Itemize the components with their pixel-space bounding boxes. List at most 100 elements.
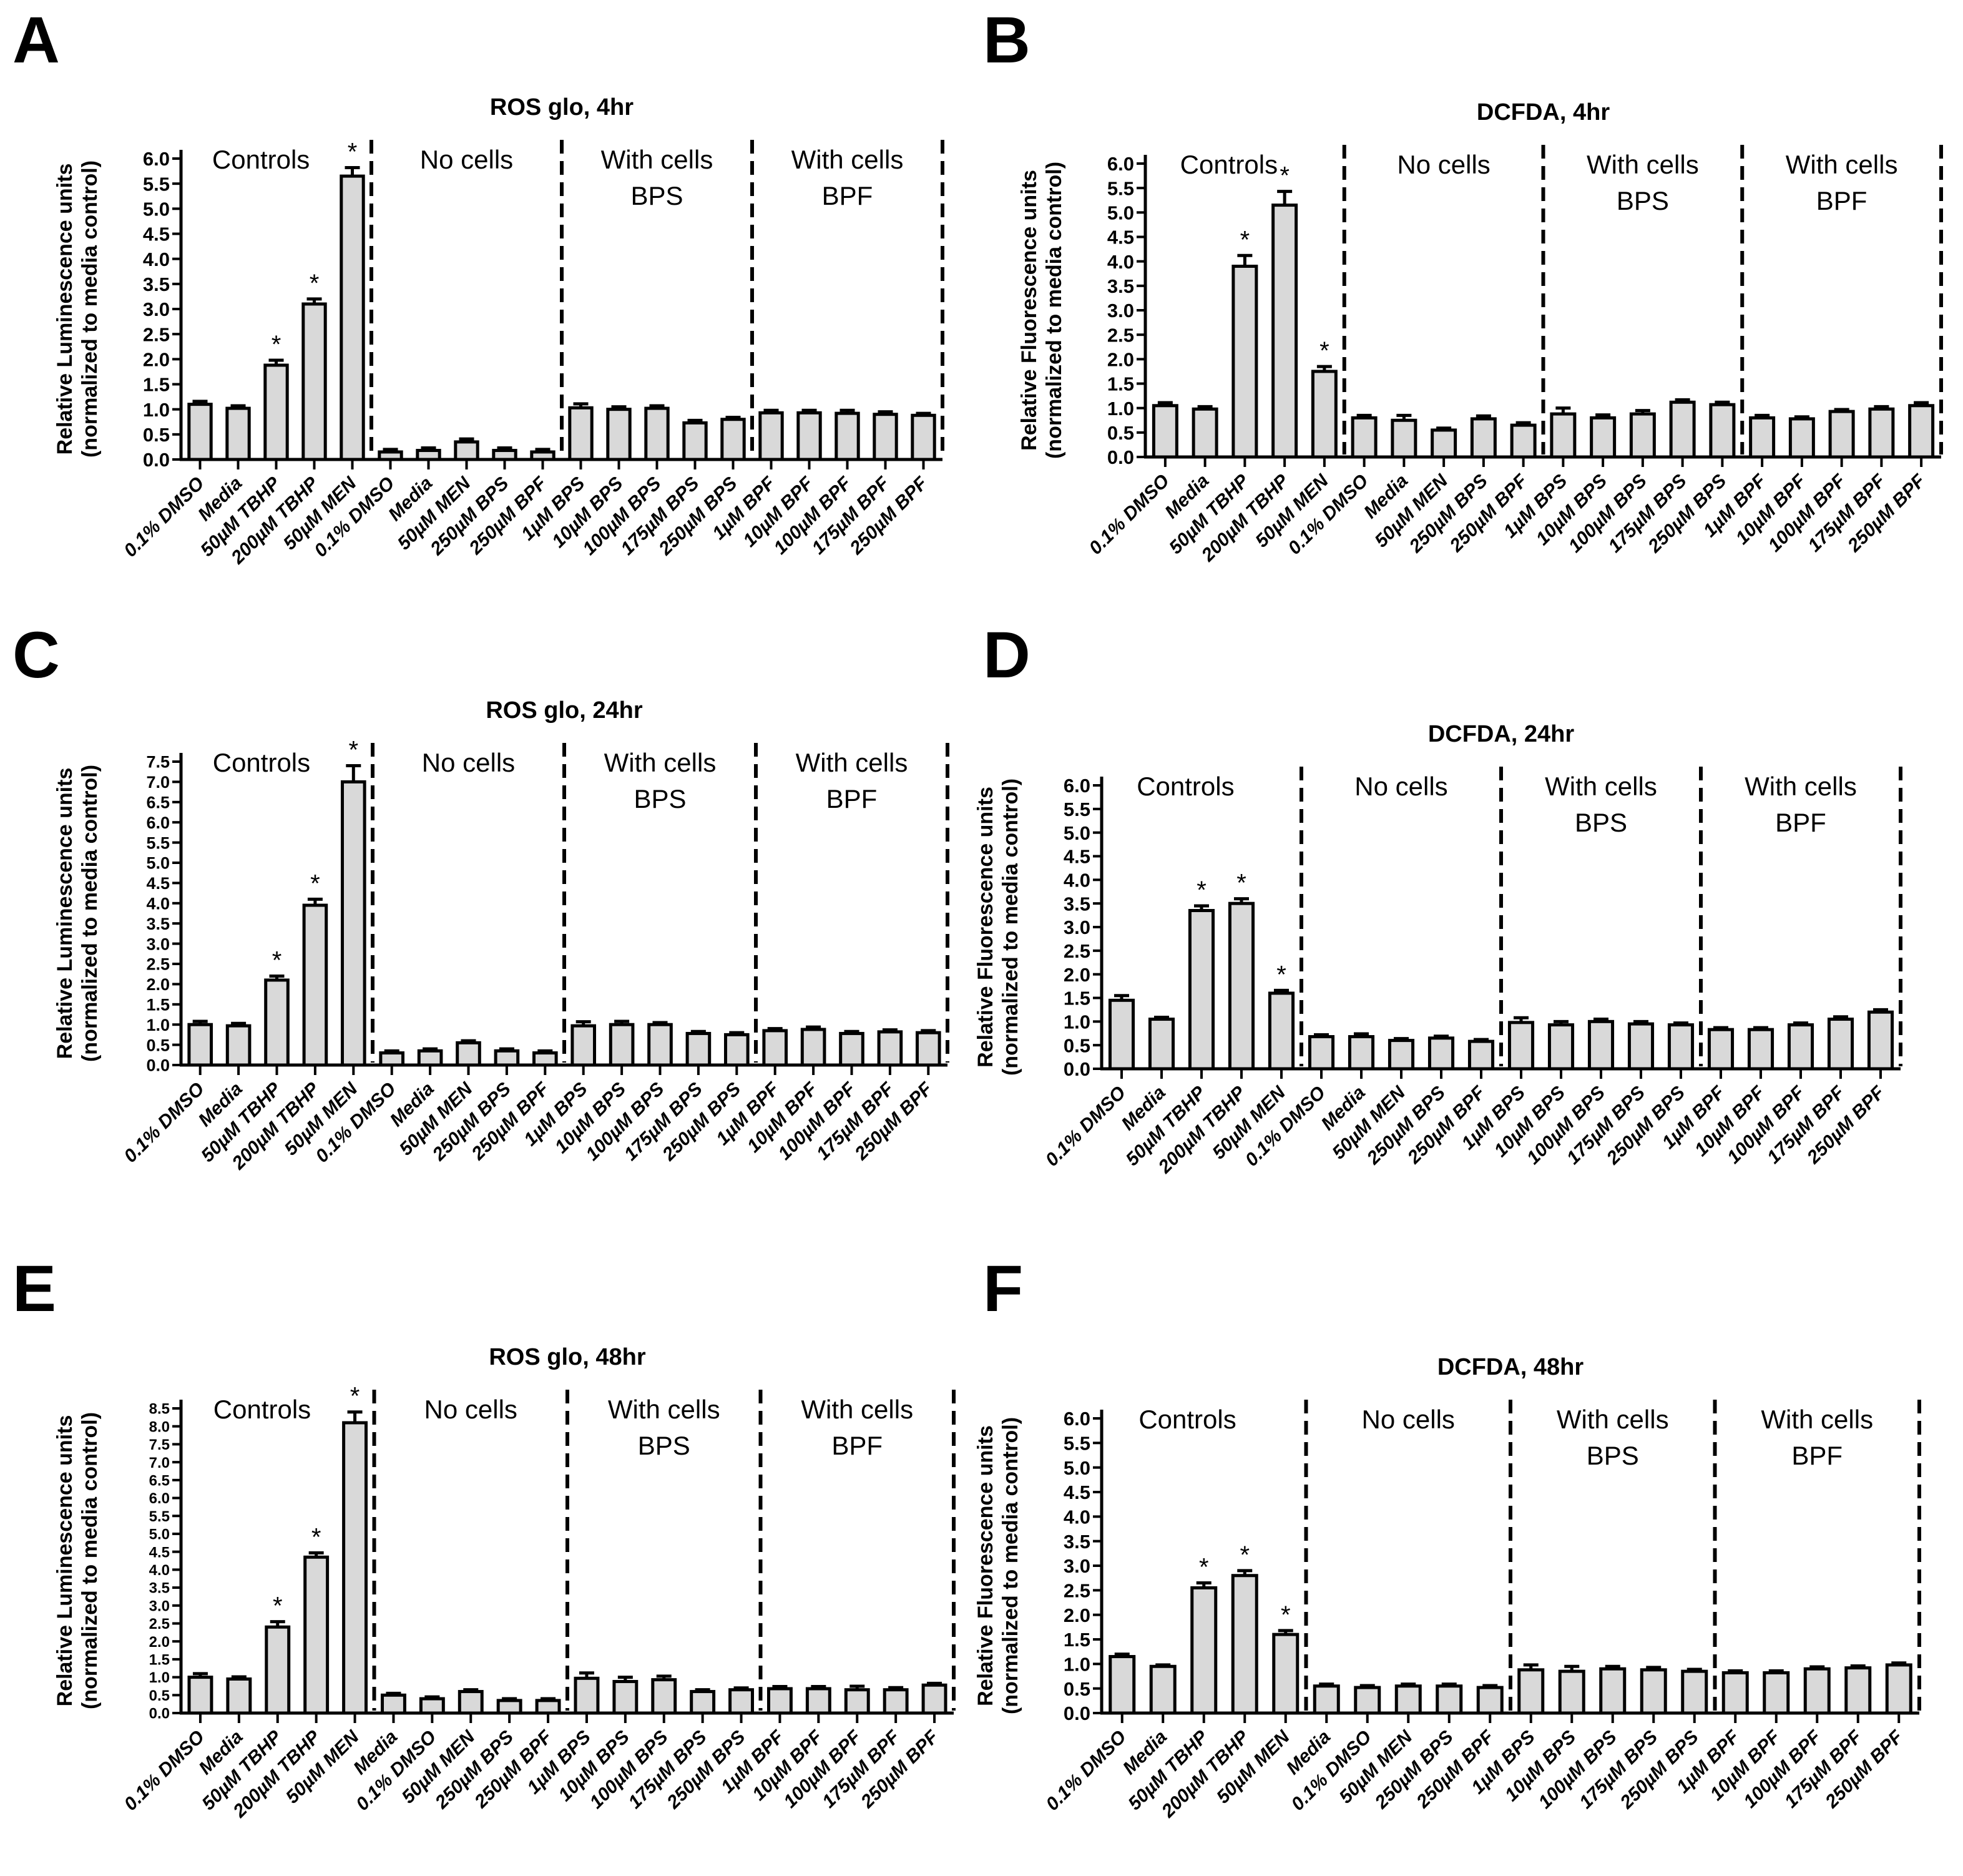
bar (225, 1024, 252, 1067)
y-axis-label-line: (normalized to media control) (78, 1412, 102, 1709)
y-tick-label: 0.0 (143, 449, 170, 471)
y-tick-label: 2.5 (1064, 940, 1090, 962)
bar (720, 418, 746, 461)
y-tick-label: 2.5 (1107, 324, 1134, 346)
significance-asterisk: * (1240, 1541, 1250, 1569)
bar (264, 978, 290, 1067)
x-tick-label: 0.1% DMSO (120, 1079, 208, 1167)
bar (1272, 1633, 1300, 1715)
y-tick-label: 2.5 (143, 323, 170, 345)
bar (1788, 417, 1815, 459)
bar (690, 1690, 716, 1715)
significance-asterisk: * (1280, 162, 1290, 190)
panel-letter: B (983, 4, 1030, 77)
y-tick-label: 8.5 (149, 1401, 170, 1418)
significance-asterisk: * (311, 1523, 321, 1551)
bar (1351, 416, 1378, 459)
y-tick-label: 0.5 (1107, 422, 1134, 444)
panel-c: C ROS glo, 24hr Relative Luminescence unit… (12, 619, 949, 1174)
y-tick-label: 1.5 (1064, 988, 1090, 1009)
bar (873, 413, 898, 461)
bar (1550, 412, 1577, 459)
y-tick-label: 0.0 (1064, 1702, 1090, 1724)
bar (1354, 1686, 1381, 1715)
y-tick-label: 4.5 (1107, 227, 1134, 248)
y-tick-label: 5.5 (149, 1508, 170, 1525)
bar (419, 1697, 445, 1715)
significance-asterisk: * (350, 1383, 360, 1410)
panel-a: A ROS glo, 4hr Relative Luminescence units… (12, 4, 944, 569)
panel-letter: C (12, 619, 60, 692)
y-axis-label: Relative Luminescence units(normalized t… (53, 1412, 102, 1709)
bar (647, 1023, 673, 1067)
group-label: With cells (1786, 150, 1898, 179)
y-tick-label: 0.5 (1064, 1678, 1090, 1700)
significance-asterisk: * (310, 270, 320, 297)
y-tick-label: 5.0 (149, 1526, 170, 1543)
bar (458, 1690, 484, 1715)
y-tick-label: 7.5 (149, 1436, 170, 1453)
bar (1152, 404, 1178, 459)
bar (1908, 404, 1935, 459)
bar (301, 302, 327, 461)
significance-asterisk: * (1199, 1554, 1209, 1581)
bar (456, 1041, 481, 1067)
y-tick-label: 2.5 (146, 955, 170, 974)
chart-title: DCFDA, 4hr (1477, 99, 1610, 125)
group-label: No cells (1354, 772, 1447, 801)
bar (606, 408, 632, 461)
bar (496, 1699, 522, 1715)
bar (1640, 1668, 1667, 1715)
group-label: BPS (634, 784, 686, 813)
bar (1190, 1586, 1218, 1715)
bar (723, 1033, 750, 1067)
y-tick-label: 5.5 (146, 833, 170, 852)
group-label: With cells (1761, 1405, 1873, 1434)
bar (1868, 407, 1895, 459)
y-tick-label: 4.5 (1064, 846, 1090, 868)
bar (340, 780, 366, 1067)
bar (728, 1688, 755, 1715)
group-label: BPS (638, 1431, 690, 1460)
bar (1467, 1039, 1495, 1071)
bar (303, 1555, 330, 1715)
y-tick-label: 4.5 (149, 1544, 170, 1561)
bar (766, 1687, 793, 1715)
bar (1867, 1010, 1894, 1071)
group-label: With cells (796, 748, 908, 777)
bar (1311, 370, 1338, 459)
y-tick-label: 1.5 (1064, 1629, 1090, 1651)
bar (1348, 1035, 1375, 1071)
y-tick-label: 6.0 (143, 148, 170, 170)
bar (921, 1683, 947, 1715)
bar (1149, 1664, 1177, 1715)
bar (1885, 1663, 1912, 1715)
significance-asterisk: * (310, 870, 320, 897)
y-tick-label: 3.0 (1064, 916, 1090, 938)
y-tick-label: 4.0 (149, 1562, 170, 1579)
group-label: No cells (1397, 150, 1490, 179)
y-axis-label-line: (normalized to media control) (999, 778, 1022, 1076)
group-label: BPF (826, 784, 878, 813)
group-label: No cells (424, 1395, 517, 1424)
bar (1747, 1028, 1775, 1071)
bar (379, 1051, 405, 1067)
y-tick-label: 6.0 (149, 1490, 170, 1507)
group-label: With cells (801, 1395, 913, 1424)
bar (911, 413, 936, 461)
chart-title: ROS glo, 24hr (486, 697, 642, 724)
y-axis-label-line: Relative Luminescence units (53, 1415, 77, 1707)
group-label: No cells (420, 145, 513, 174)
y-axis-label-line: (normalized to media control) (999, 1417, 1022, 1714)
y-tick-label: 3.5 (1064, 893, 1090, 915)
y-tick-label: 3.0 (1064, 1555, 1090, 1577)
group-label: With cells (1587, 150, 1699, 179)
y-tick-label: 2.0 (149, 1634, 170, 1651)
y-tick-label: 1.5 (1107, 373, 1134, 395)
bar (568, 406, 594, 461)
bar (758, 411, 784, 461)
y-tick-label: 0.0 (1064, 1058, 1090, 1080)
panel-letter: F (983, 1252, 1023, 1325)
group-label: BPS (1575, 808, 1627, 837)
y-tick-label: 2.0 (143, 348, 170, 370)
